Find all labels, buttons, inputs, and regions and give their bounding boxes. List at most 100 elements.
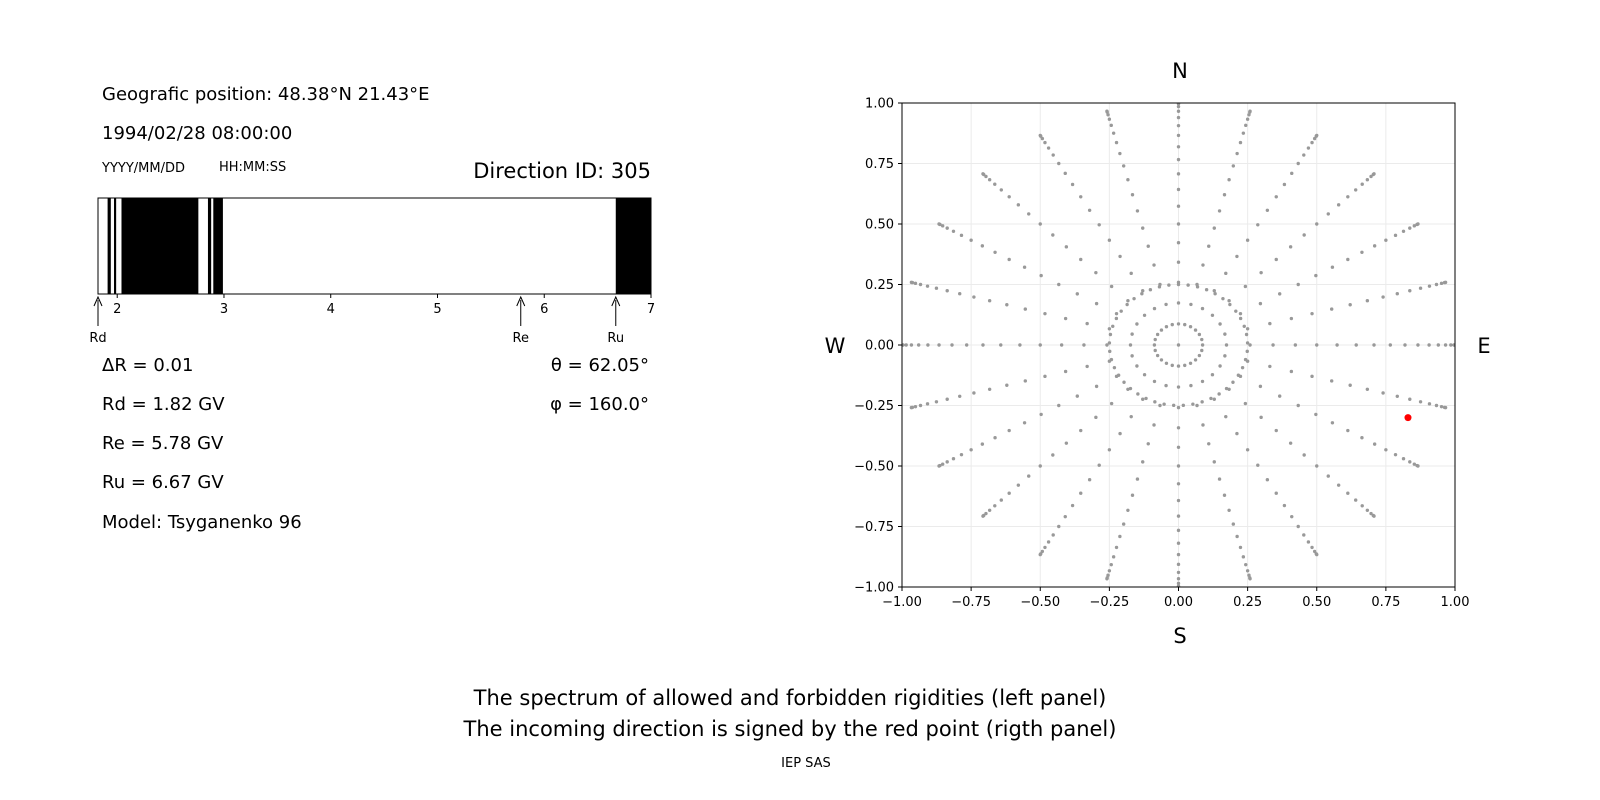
direction-point [1107,448,1112,452]
direction-point [1416,222,1420,226]
direction-id-label: Direction ID: 305 [473,159,651,183]
datetime-label: 1994/02/28 08:00:00 [102,123,293,144]
y-tick-label: 1.00 [865,97,894,112]
direction-point [987,299,992,303]
direction-point [993,435,997,440]
direction-point [925,284,930,288]
direction-point [1130,193,1135,197]
direction-point [1235,431,1239,436]
direction-point [1439,281,1444,286]
direction-point [1128,386,1133,391]
direction-point [1274,195,1278,199]
x-tick-label: −0.75 [951,595,991,610]
direction-point [1176,109,1181,113]
direction-point [1282,503,1287,508]
rigidity-spectrum-chart: 2 3 4 5 6 7 Rd Re Ru [89,197,655,346]
direction-point [1258,384,1263,389]
direction-point [1244,123,1248,128]
direction-point [1258,301,1263,306]
direction-point [1109,562,1113,567]
direction-point [1346,491,1350,495]
direction-point [1152,263,1156,267]
direction-point [1176,581,1181,586]
direction-point [1107,238,1112,242]
direction-point [1038,552,1042,557]
direction-point [981,514,985,518]
direction-points [902,103,1455,587]
direction-point [1408,289,1412,293]
x-tick-label: 6 [540,302,548,317]
direction-point [1046,540,1051,544]
direction-point [1075,394,1080,398]
direction-point [1365,178,1370,182]
direction-point [1109,123,1113,128]
direction-point [1107,569,1112,573]
direction-point [1176,405,1181,410]
direction-point [913,404,918,409]
direction-point [1007,257,1011,262]
direction-point [1155,353,1160,358]
direction-point [999,188,1004,192]
direction-point [1195,403,1199,408]
direction-point [1217,477,1222,481]
direction-point [945,289,949,293]
compass-east-label: E [1477,334,1490,358]
re-value: Re = 5.78 GV [102,433,224,454]
direction-point [1159,328,1164,332]
marker-arrow-head [516,295,526,307]
direction-point [1296,161,1300,166]
direction-point [1064,245,1069,249]
direction-point [1176,528,1181,533]
direction-point [1122,380,1126,384]
direction-point [1176,464,1181,468]
direction-point [999,498,1004,502]
y-tick-label: 0.00 [865,339,894,354]
direction-point [1176,145,1181,149]
direction-point [1043,140,1047,145]
direction-point [1176,426,1181,430]
compass-south-label: S [1173,624,1186,648]
direction-point [1372,172,1376,176]
direction-point [1244,562,1248,567]
direction-point [1401,229,1406,233]
direction-point [1296,403,1300,408]
direction-point [1388,343,1393,347]
direction-point [1223,332,1227,336]
footer-label: IEP SAS [781,756,831,771]
direction-point [1207,244,1211,248]
direction-point [1132,296,1136,301]
direction-point [1157,285,1162,289]
direction-point [1427,402,1432,406]
direction-point [1408,226,1412,230]
theta-value: θ = 62.05° [550,355,649,376]
direction-point [1381,295,1385,299]
direction-point [1310,545,1314,550]
direction-point [1144,396,1148,401]
forbidden-band [121,198,199,294]
direction-point [1416,464,1420,468]
direction-point [987,178,992,182]
direction-point [1212,226,1216,230]
direction-point [1241,131,1246,135]
direction-point [1212,397,1216,401]
direction-point [1176,172,1181,176]
direction-point [945,397,949,401]
direction-point [999,343,1003,347]
direction-point [1141,460,1145,464]
direction-point [1393,452,1398,457]
direction-point [1372,514,1376,518]
direction-point [1315,222,1319,226]
direction-point [1059,343,1064,347]
direction-point [1372,343,1376,347]
direction-point [1186,283,1190,287]
direction-point [981,343,985,347]
direction-point [1256,463,1260,467]
direction-point [1153,400,1157,404]
direction-point [1231,522,1236,526]
direction-point [1315,464,1319,468]
direction-point [1176,514,1181,518]
marker-label: Rd [89,331,106,346]
direction-point [1247,113,1251,117]
direction-point [1310,374,1314,379]
direction-point [1146,244,1150,248]
